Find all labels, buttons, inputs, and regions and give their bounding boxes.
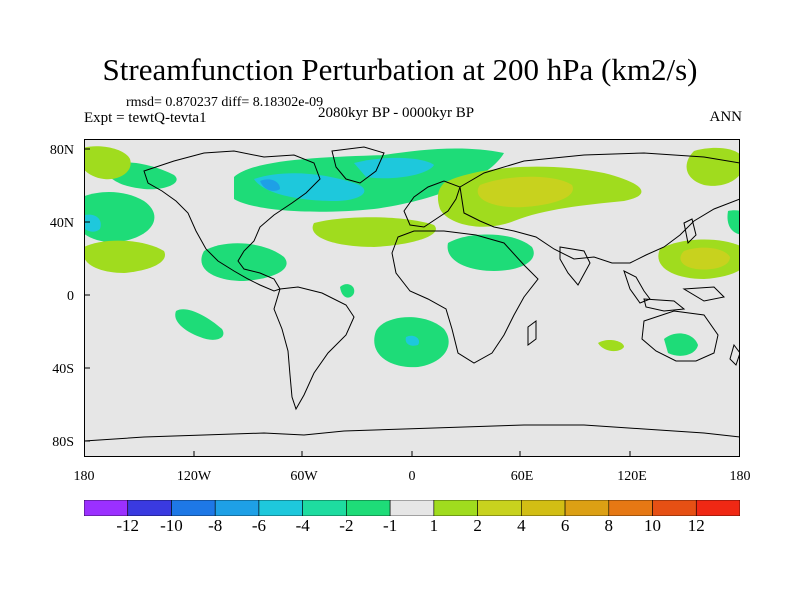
map-title: Streamfunction Perturbation at 200 hPa (…	[102, 52, 698, 87]
colorbar-label: -10	[160, 516, 183, 535]
lon-label-120w: 120W	[176, 469, 212, 484]
season-label: ANN	[709, 109, 743, 125]
rmsd-diff-stats: rmsd= 0.870237 diff= 8.18302e-09	[126, 95, 324, 110]
colorbar-cell	[608, 500, 653, 516]
lon-label-120e: 120E	[617, 469, 647, 484]
lat-label-0: 0	[67, 289, 74, 304]
colorbar-label: -2	[339, 516, 354, 535]
colorbar-cell	[214, 500, 260, 516]
colorbar-label: 10	[644, 516, 662, 535]
colorbar-cell	[302, 500, 347, 516]
colorbar-label: 12	[687, 516, 705, 535]
lat-label-40s: 40S	[52, 362, 74, 377]
lat-label-80s: 80S	[52, 435, 74, 450]
colorbar-label: -8	[208, 516, 223, 535]
perturbation-fill	[84, 146, 740, 368]
colorbar-label: -1	[383, 516, 398, 535]
colorbar-label: 8	[604, 516, 614, 535]
colorbar-cell	[171, 500, 216, 516]
lon-label-0: 0	[408, 469, 416, 484]
colorbar-label: 2	[473, 516, 482, 535]
lat-label-80n: 80N	[49, 143, 74, 158]
colorbar-cell	[695, 500, 740, 516]
colorbar-cell	[564, 500, 610, 516]
colorbar-cell	[258, 500, 303, 516]
colorbar-cell	[521, 500, 566, 516]
coastlines	[84, 146, 740, 442]
colorbar-cell	[84, 500, 129, 516]
colorbar-label: -6	[251, 516, 266, 535]
colorbar-label: -12	[116, 516, 140, 535]
colorbar	[84, 500, 740, 516]
period-label: 2080kyr BP - 0000kyr BP	[318, 105, 475, 121]
colorbar-cell	[477, 500, 522, 516]
lat-label-40n: 40N	[49, 216, 74, 231]
map-panel	[84, 139, 740, 457]
colorbar-cell	[127, 500, 172, 516]
map-ticks	[84, 148, 631, 457]
experiment-label: Expt = tewtQ-tevta1	[84, 110, 207, 126]
colorbar-label: 6	[560, 516, 570, 535]
lon-label-180w: 180	[73, 469, 95, 484]
colorbar-cell	[652, 500, 697, 516]
colorbar-label: 1	[429, 516, 439, 535]
colorbar-cell	[433, 500, 478, 516]
lon-label-180e: 180	[729, 469, 751, 484]
colorbar-label: 4	[517, 516, 526, 535]
colorbar-label: -4	[295, 516, 310, 535]
lon-label-60e: 60E	[510, 469, 534, 484]
lon-label-60w: 60W	[290, 469, 318, 484]
colorbar-cell	[389, 500, 435, 516]
colorbar-cell	[346, 500, 391, 516]
